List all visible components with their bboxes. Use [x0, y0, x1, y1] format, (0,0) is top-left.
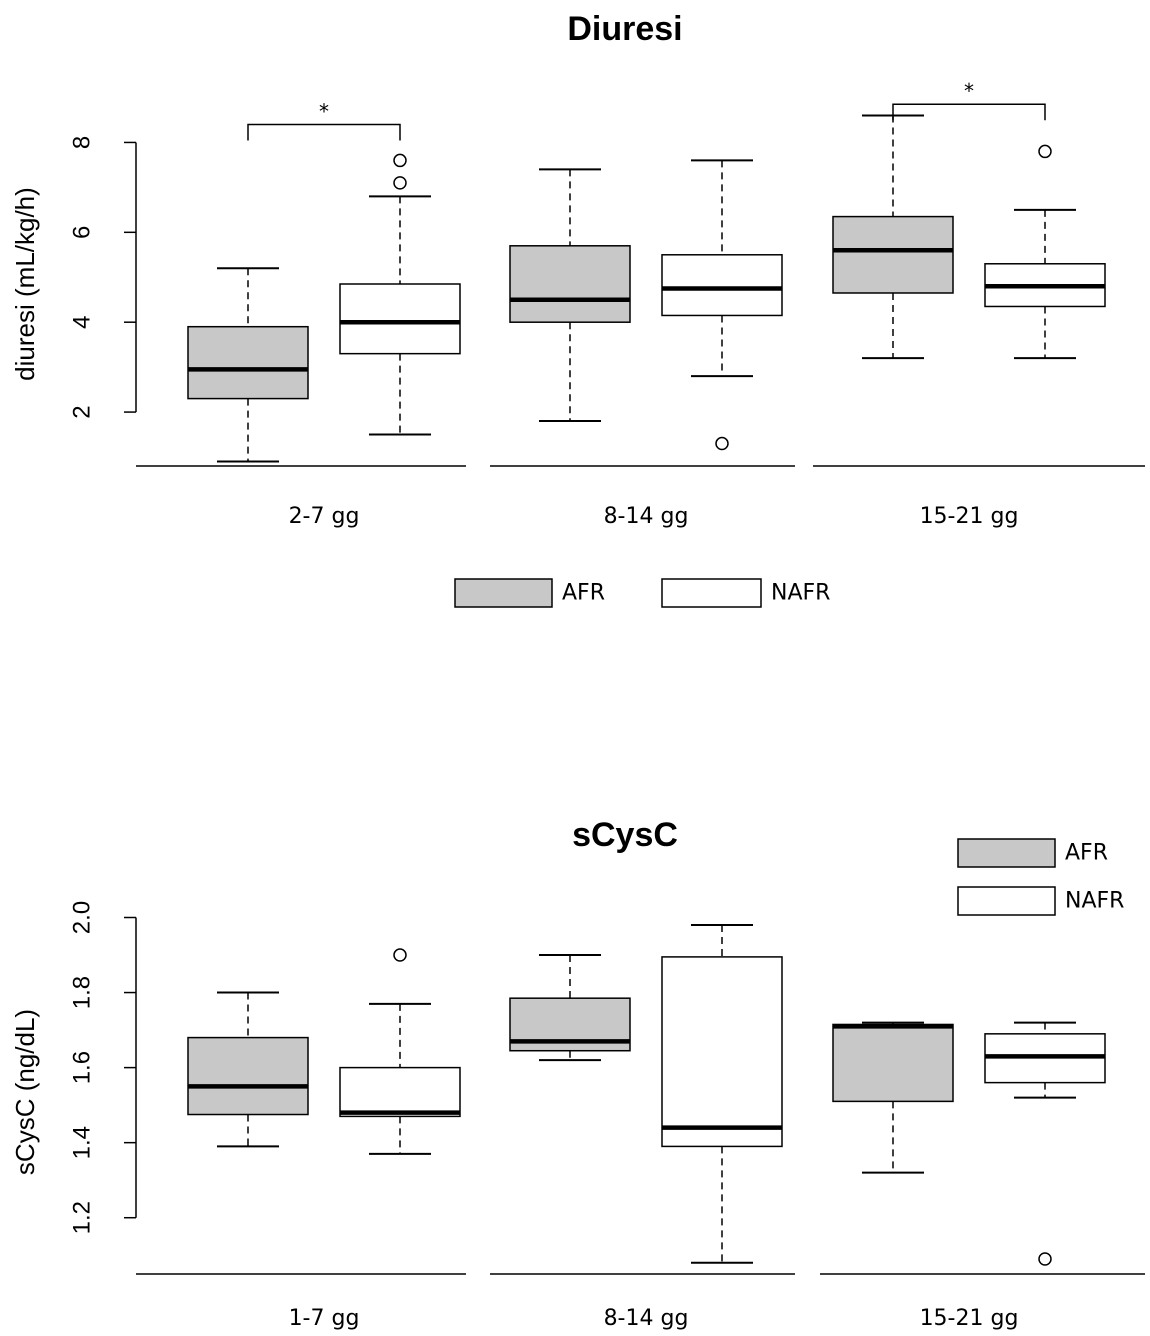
- box-nafr-0: [339, 153, 461, 436]
- iqr-box: [832, 215, 954, 294]
- significance-star: *: [964, 79, 974, 103]
- y-tick-label: 2.0: [69, 901, 96, 934]
- legend-swatch-nafr: [957, 886, 1056, 916]
- significance-bracket: [892, 103, 1046, 121]
- legend-label-afr: AFR: [1065, 841, 1108, 866]
- outlier-point: [715, 436, 729, 451]
- x-tick-label: 15-21 gg: [920, 504, 1019, 529]
- chart-title: sCysC: [572, 816, 678, 854]
- legend-label-nafr: NAFR: [771, 581, 830, 606]
- y-tick-label: 6: [69, 226, 96, 239]
- legend-swatch-afr: [454, 578, 553, 608]
- box-nafr-2: [984, 1021, 1106, 1266]
- y-tick-label: 1.2: [69, 1201, 96, 1234]
- outlier-point: [1038, 144, 1052, 159]
- iqr-box: [832, 1023, 954, 1103]
- y-tick-label: 1.6: [69, 1051, 96, 1084]
- scysc-panel: sCysC 1.2 1.4 1.6 1.8 2.0 sCysC (ng/dL) 1-7 gg 8…: [10, 816, 1145, 1331]
- y-tick-label: 4: [69, 316, 96, 329]
- significance-bracket: [247, 123, 401, 141]
- box-nafr-0: [339, 948, 461, 1155]
- iqr-box: [187, 325, 309, 400]
- x-tick-label: 8-14 gg: [604, 504, 689, 529]
- box-afr-2: [832, 114, 954, 360]
- iqr-box: [187, 1036, 309, 1116]
- box-afr-2: [832, 1021, 954, 1174]
- x-tick-label: 1-7 gg: [289, 1306, 360, 1331]
- outlier-point: [393, 176, 407, 190]
- box-nafr-2: [984, 144, 1106, 360]
- x-tick-label: 15-21 gg: [920, 1306, 1019, 1331]
- box-afr-1: [509, 954, 631, 1062]
- outlier-point: [1038, 1252, 1052, 1266]
- box-nafr-1: [661, 924, 783, 1264]
- box-nafr-1: [661, 159, 783, 451]
- legend-swatch-nafr: [661, 578, 762, 608]
- legend-label-afr: AFR: [562, 581, 605, 606]
- box-afr-1: [509, 168, 631, 423]
- legend-label-nafr: NAFR: [1065, 889, 1124, 914]
- significance-star: *: [319, 99, 329, 123]
- y-tick-label: 1.8: [69, 976, 96, 1009]
- chart-title: Diuresi: [567, 10, 682, 48]
- y-tick-label: 1.4: [69, 1126, 96, 1159]
- iqr-box: [661, 956, 783, 1148]
- box-afr-0: [187, 267, 309, 463]
- iqr-box: [509, 245, 631, 323]
- outlier-point: [393, 948, 407, 962]
- box-afr-0: [187, 991, 309, 1148]
- outlier-point: [393, 153, 407, 168]
- iqr-box: [661, 254, 783, 317]
- legend-swatch-afr: [957, 838, 1056, 868]
- x-tick-label: 8-14 gg: [604, 1306, 689, 1331]
- y-axis-label: sCysC (ng/dL): [10, 1009, 40, 1175]
- diuresi-panel: Diuresi 2 4 6 8 diuresi (mL/kg/h) 2-7 gg 8-14 g…: [10, 10, 1145, 608]
- y-tick-label: 2: [69, 405, 96, 418]
- x-tick-label: 2-7 gg: [289, 504, 360, 529]
- y-axis-label: diuresi (mL/kg/h): [10, 187, 40, 381]
- iqr-box: [339, 283, 461, 355]
- y-tick-label: 8: [69, 136, 96, 149]
- iqr-box: [339, 1066, 461, 1118]
